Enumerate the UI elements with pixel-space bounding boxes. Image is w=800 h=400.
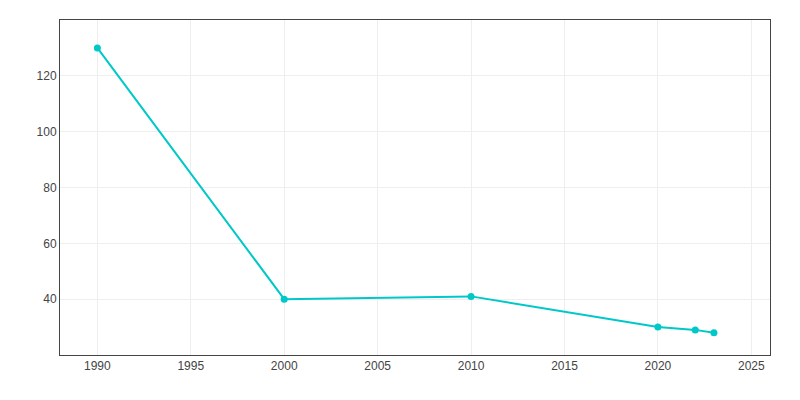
svg-text:60: 60 (43, 237, 57, 251)
svg-text:100: 100 (37, 125, 57, 139)
svg-text:1990: 1990 (84, 359, 111, 373)
svg-text:2005: 2005 (364, 359, 391, 373)
svg-text:2010: 2010 (458, 359, 485, 373)
svg-text:120: 120 (37, 69, 57, 83)
svg-text:2015: 2015 (551, 359, 578, 373)
svg-text:1995: 1995 (177, 359, 204, 373)
svg-text:2020: 2020 (645, 359, 672, 373)
svg-text:80: 80 (43, 181, 57, 195)
svg-text:2025: 2025 (738, 359, 765, 373)
svg-text:2000: 2000 (271, 359, 298, 373)
svg-text:40: 40 (43, 292, 57, 306)
